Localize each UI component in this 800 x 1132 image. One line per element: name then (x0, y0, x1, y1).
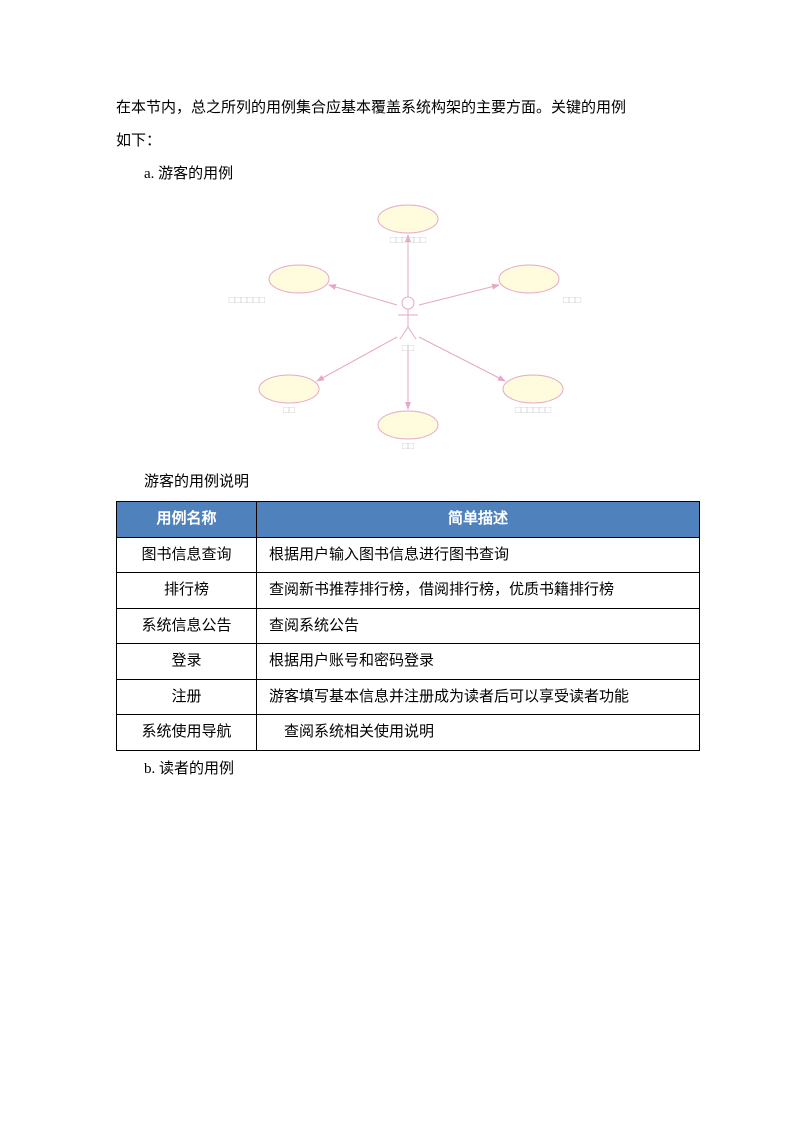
usecase-table: 用例名称 简单描述 图书信息查询根据用户输入图书信息进行图书查询排行榜查阅新书推… (116, 501, 700, 751)
usecase-ellipse (499, 265, 559, 293)
intro-line-1: 在本节内，总之所列的用例集合应基本覆盖系统构架的主要方面。关键的用例 (116, 92, 700, 125)
table-row: 系统使用导航 查阅系统相关使用说明 (117, 715, 700, 751)
usecase-label: □□□ (563, 295, 581, 306)
usecase-ellipse (259, 375, 319, 403)
table-row: 登录根据用户账号和密码登录 (117, 644, 700, 680)
usecase-desc-cell: 查阅系统公告 (257, 608, 700, 644)
usecase-ellipse (503, 375, 563, 403)
usecase-name-cell: 图书信息查询 (117, 537, 257, 573)
col-header-desc: 简单描述 (257, 502, 700, 538)
actor-icon (398, 297, 418, 339)
usecase-label: □□□□□□ (229, 295, 265, 306)
table-caption: 游客的用例说明 (116, 467, 700, 497)
actor-label: □□ (402, 343, 414, 354)
usecase-label: □□□□□□ (515, 405, 551, 416)
table-row: 系统信息公告查阅系统公告 (117, 608, 700, 644)
list-item-b: b. 读者的用例 (116, 753, 700, 786)
diagram-arrow (329, 285, 397, 305)
diagram-arrow (419, 337, 505, 381)
usecase-label: □□ (283, 405, 295, 416)
diagram-arrow (419, 285, 499, 305)
usecase-ellipse (269, 265, 329, 293)
usecase-name-cell: 系统使用导航 (117, 715, 257, 751)
usecase-label: □□ (402, 441, 414, 452)
table-row: 注册游客填写基本信息并注册成为读者后可以享受读者功能 (117, 679, 700, 715)
table-row: 图书信息查询根据用户输入图书信息进行图书查询 (117, 537, 700, 573)
intro-line-2: 如下： (116, 125, 700, 158)
usecase-name-cell: 注册 (117, 679, 257, 715)
list-item-a: a. 游客的用例 (116, 158, 700, 191)
usecase-desc-cell: 查阅新书推荐排行榜，借阅排行榜，优质书籍排行榜 (257, 573, 700, 609)
usecase-name-cell: 系统信息公告 (117, 608, 257, 644)
col-header-name: 用例名称 (117, 502, 257, 538)
usecase-ellipse (378, 205, 438, 233)
usecase-desc-cell: 游客填写基本信息并注册成为读者后可以享受读者功能 (257, 679, 700, 715)
usecase-ellipse (378, 411, 438, 439)
usecase-desc-cell: 根据用户输入图书信息进行图书查询 (257, 537, 700, 573)
document-page: 在本节内，总之所列的用例集合应基本覆盖系统构架的主要方面。关键的用例 如下： a… (0, 0, 800, 786)
usecase-label: □□□□□□ (390, 235, 426, 246)
usecase-diagram: □□□□□□□□□□□□□□□□□□□□□□□□□□□ (199, 197, 617, 457)
usecase-name-cell: 登录 (117, 644, 257, 680)
usecase-desc-cell: 根据用户账号和密码登录 (257, 644, 700, 680)
table-row: 排行榜查阅新书推荐排行榜，借阅排行榜，优质书籍排行榜 (117, 573, 700, 609)
usecase-name-cell: 排行榜 (117, 573, 257, 609)
usecase-desc-cell: 查阅系统相关使用说明 (257, 715, 700, 751)
usecase-diagram-container: □□□□□□□□□□□□□□□□□□□□□□□□□□□ (116, 197, 700, 457)
diagram-arrow (317, 337, 397, 381)
